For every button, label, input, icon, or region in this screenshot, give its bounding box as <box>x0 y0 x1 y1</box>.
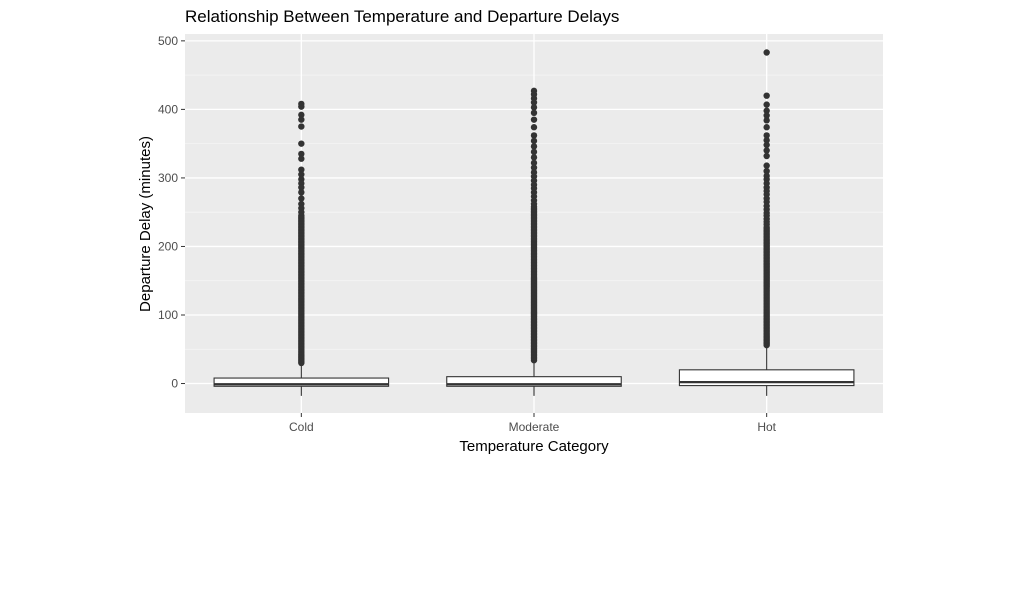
outlier-point <box>530 200 538 208</box>
outlier-point <box>530 99 538 106</box>
outlier-point <box>298 184 305 191</box>
x-tick-label: Moderate <box>509 420 560 434</box>
x-axis-label: Temperature Category <box>459 438 609 455</box>
outlier-point <box>298 111 305 119</box>
outlier-point <box>763 221 770 228</box>
outlier-point <box>298 208 305 216</box>
x-tick-label: Hot <box>757 420 776 434</box>
y-tick-label: 500 <box>158 34 178 48</box>
x-axis: Cold Moderate Hot <box>289 413 777 434</box>
outlier-point <box>763 147 770 154</box>
outlier-point <box>530 124 538 131</box>
outlier-point <box>763 152 770 160</box>
y-axis: 0 100 200 300 400 500 <box>158 34 185 391</box>
iqr-box <box>446 376 622 387</box>
outlier-point <box>298 116 305 123</box>
y-tick-label: 0 <box>171 377 178 391</box>
outlier-point <box>298 166 305 173</box>
outlier-point <box>530 109 538 117</box>
iqr-box <box>213 377 390 387</box>
outlier-point <box>298 140 305 147</box>
box-cold <box>213 100 390 396</box>
outlier-point <box>530 159 538 167</box>
box-hot <box>678 49 855 396</box>
y-tick-label: 300 <box>158 171 178 185</box>
outlier-point <box>763 167 770 175</box>
outlier-point <box>763 137 770 144</box>
outlier-point <box>763 92 770 99</box>
outlier-point <box>763 101 770 108</box>
outlier-point <box>530 116 538 123</box>
outlier-point <box>763 107 770 114</box>
outlier-point <box>298 195 305 202</box>
outlier-point <box>763 141 770 149</box>
chart-title: Relationship Between Temperature and Dep… <box>185 7 619 26</box>
outlier-point <box>763 132 770 139</box>
outlier-point <box>763 117 770 124</box>
outlier-point <box>763 112 770 119</box>
outlier-point <box>298 123 305 130</box>
box-series <box>213 49 855 396</box>
outlier-point <box>763 49 770 56</box>
outlier-point <box>763 162 770 169</box>
outlier-point <box>298 155 305 162</box>
outlier-point <box>298 171 305 178</box>
y-tick-label: 400 <box>158 102 178 116</box>
outlier-point <box>298 150 305 158</box>
outlier-point <box>530 104 538 111</box>
outlier-point <box>530 132 538 139</box>
outlier-point <box>530 143 538 150</box>
y-tick-label: 200 <box>158 239 178 253</box>
outlier-point <box>298 189 305 196</box>
outlier-point <box>530 137 538 145</box>
outlier-point <box>530 154 538 161</box>
box-moderate <box>446 87 622 396</box>
outlier-point <box>530 148 538 156</box>
outlier-point <box>763 124 770 131</box>
outlier-point <box>298 103 305 110</box>
outlier-point <box>530 164 538 171</box>
x-tick-label: Cold <box>289 420 314 434</box>
y-axis-label: Departure Delay (minutes) <box>137 136 154 312</box>
y-tick-label: 100 <box>158 308 178 322</box>
